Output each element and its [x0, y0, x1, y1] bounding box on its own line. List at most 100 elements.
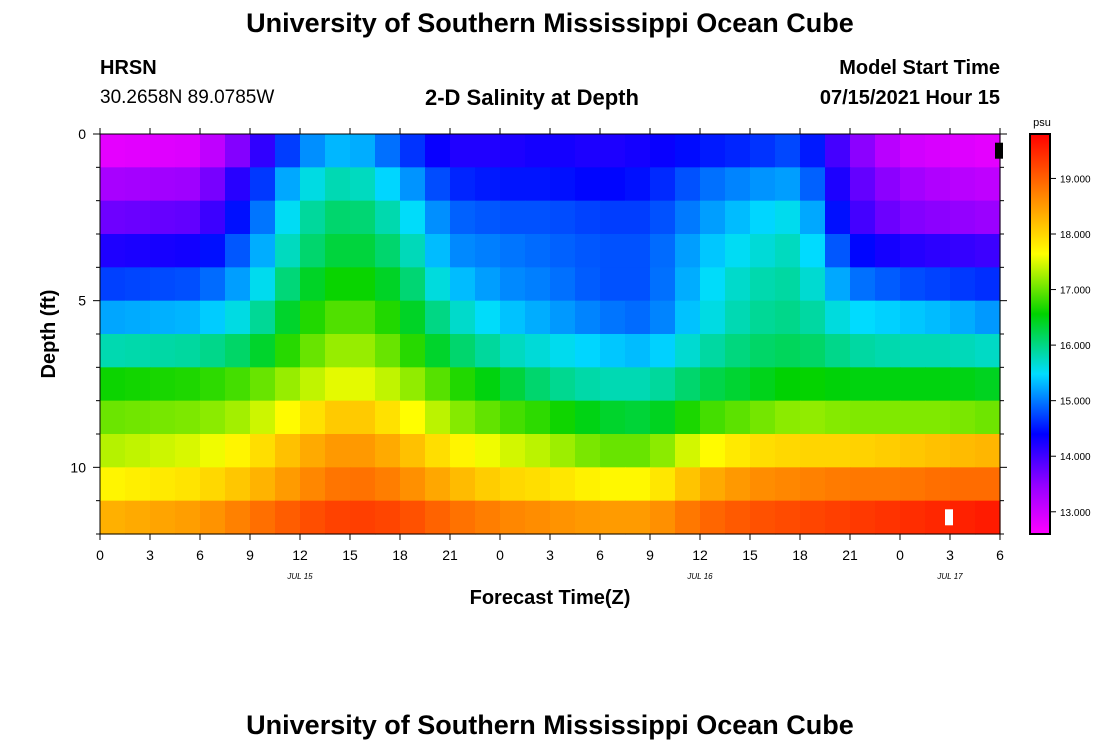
heatmap-cell — [100, 167, 126, 202]
heatmap-cell — [275, 134, 301, 168]
heatmap-cell — [500, 200, 526, 235]
heatmap-cell — [450, 400, 476, 435]
heatmap-cell — [150, 267, 176, 302]
heatmap-cell — [900, 467, 926, 502]
heatmap-cell — [600, 300, 626, 335]
heatmap-cell — [725, 167, 751, 202]
heatmap-cell — [975, 334, 1001, 368]
y-tick-label: 5 — [78, 293, 86, 309]
heatmap-cell — [950, 300, 976, 335]
heatmap-cell — [975, 300, 1001, 335]
heatmap-cell — [350, 500, 376, 535]
heatmap-cell — [300, 267, 326, 302]
heatmap-cell — [550, 200, 576, 235]
heatmap-cell — [900, 167, 926, 202]
heatmap-cell — [650, 400, 676, 435]
heatmap-cell — [900, 200, 926, 235]
heatmap-cell — [750, 134, 776, 168]
x-tick-label: 0 — [496, 547, 504, 563]
data-marker — [945, 509, 953, 526]
y-tick-label: 10 — [70, 459, 86, 475]
heatmap-cell — [775, 200, 801, 235]
heatmap-cell — [825, 300, 851, 335]
heatmap-cell — [850, 367, 876, 402]
x-tick-label: 18 — [392, 547, 408, 563]
heatmap-cell — [425, 334, 451, 368]
heatmap-cell — [925, 334, 951, 368]
heatmap-cell — [375, 500, 401, 535]
heatmap-cell — [250, 467, 276, 502]
heatmap-cell — [150, 434, 176, 468]
heatmap-cell — [575, 234, 601, 268]
heatmap-cell — [300, 467, 326, 502]
heatmap-cell — [325, 367, 351, 402]
heatmap-cell — [700, 367, 726, 402]
heatmap-cell — [625, 300, 651, 335]
heatmap-cell — [100, 134, 126, 168]
heatmap-cell — [200, 400, 226, 435]
heatmap-cell — [475, 467, 501, 502]
heatmap-cell — [675, 334, 701, 368]
heatmap-cell — [200, 234, 226, 268]
heatmap-cell — [300, 334, 326, 368]
heatmap-cell — [550, 400, 576, 435]
heatmap-cell — [275, 167, 301, 202]
heatmap-cell — [975, 234, 1001, 268]
heatmap-cell — [225, 500, 251, 535]
heatmap-cell — [500, 367, 526, 402]
heatmap-cell — [550, 134, 576, 168]
heatmap-cell — [650, 200, 676, 235]
heatmap-cell — [625, 400, 651, 435]
heatmap-cell — [950, 467, 976, 502]
heatmap-cell — [400, 134, 426, 168]
heatmap-cell — [250, 500, 276, 535]
heatmap-cell — [625, 234, 651, 268]
heatmap-cell — [575, 300, 601, 335]
heatmap-cell — [250, 267, 276, 302]
heatmap-cell — [675, 434, 701, 468]
heatmap-cell — [525, 500, 551, 535]
heatmap-cell — [650, 300, 676, 335]
heatmap-cell — [650, 467, 676, 502]
heatmap-cell — [550, 367, 576, 402]
heatmap-cell — [100, 500, 126, 535]
station-id: HRSN — [100, 57, 157, 79]
heatmap-cell — [400, 400, 426, 435]
heatmap-cell — [100, 400, 126, 435]
heatmap-cell — [700, 200, 726, 235]
heatmap-cell — [175, 300, 201, 335]
heatmap-cell — [450, 134, 476, 168]
heatmap-cell — [100, 434, 126, 468]
heatmap-cell — [225, 300, 251, 335]
heatmap-cell — [950, 500, 976, 535]
x-tick-label: 6 — [596, 547, 604, 563]
heatmap-cell — [150, 300, 176, 335]
heatmap-cell — [325, 334, 351, 368]
heatmap-cell — [525, 367, 551, 402]
heatmap-cell — [475, 134, 501, 168]
heatmap-cell — [250, 334, 276, 368]
heatmap-cell — [475, 500, 501, 535]
heatmap-cell — [875, 334, 901, 368]
heatmap-cell — [575, 167, 601, 202]
heatmap-cell — [625, 200, 651, 235]
heatmap-cell — [150, 500, 176, 535]
x-tick-label: 0 — [96, 547, 104, 563]
heatmap-cell — [825, 500, 851, 535]
heatmap-cell — [150, 334, 176, 368]
heatmap-cell — [425, 400, 451, 435]
heatmap-cell — [825, 400, 851, 435]
heatmap-cell — [175, 400, 201, 435]
heatmap-cell — [425, 500, 451, 535]
heatmap-cell — [175, 334, 201, 368]
heatmap-cell — [925, 134, 951, 168]
heatmap-cell — [675, 300, 701, 335]
heatmap-cell — [525, 400, 551, 435]
heatmap-cell — [675, 467, 701, 502]
heatmap-cell — [875, 167, 901, 202]
heatmap-cell — [625, 334, 651, 368]
heatmap-cell — [850, 467, 876, 502]
heatmap-cell — [625, 134, 651, 168]
heatmap-cell — [150, 234, 176, 268]
